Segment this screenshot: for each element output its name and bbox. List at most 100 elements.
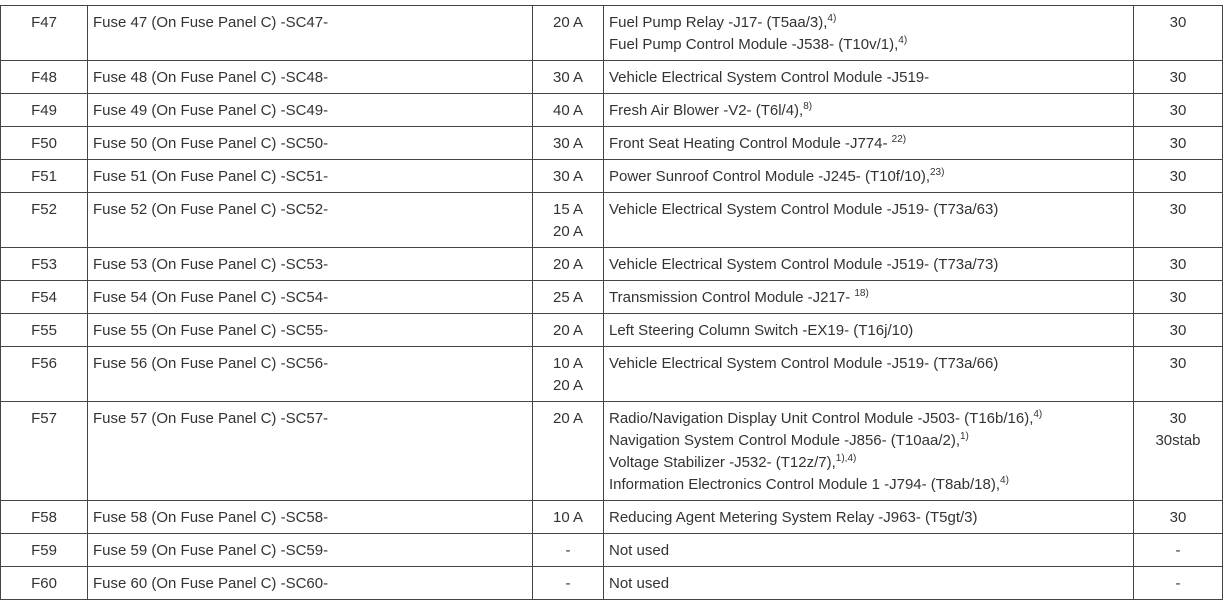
component-line: Front Seat Heating Control Module -J774-… (609, 133, 1128, 155)
amperage: - (565, 575, 571, 592)
terminal-cell: - (1133, 566, 1223, 600)
table-row: F49 Fuse 49 (On Fuse Panel C) -SC49- 40 A F… (0, 93, 1223, 127)
components-cell: Power Sunroof Control Module -J245- (T10… (603, 159, 1134, 193)
terminal: 30 (1169, 410, 1187, 427)
amperage: - (565, 542, 571, 559)
components-cell: Vehicle Electrical System Control Module… (603, 60, 1134, 94)
terminal: 30 (1169, 201, 1187, 218)
components-cell: Vehicle Electrical System Control Module… (603, 346, 1134, 402)
components-cell: Front Seat Heating Control Module -J774-… (603, 126, 1134, 160)
fuse-description: Fuse 57 (On Fuse Panel C) -SC57- (87, 401, 533, 501)
component-text: Reducing Agent Metering System Relay -J9… (609, 509, 978, 526)
amperage: 25 A (552, 289, 584, 306)
components-cell: Not used (603, 566, 1134, 600)
components-cell: Radio/Navigation Display Unit Control Mo… (603, 401, 1134, 501)
amperage-cell: - (532, 533, 604, 567)
component-text: Navigation System Control Module -J856- … (609, 432, 960, 449)
amperage: 15 A (552, 201, 584, 218)
footnote-ref: 4) (827, 13, 837, 24)
footnote-ref: 4) (1000, 475, 1009, 486)
component-text: Vehicle Electrical System Control Module… (609, 201, 999, 218)
component-line: Radio/Navigation Display Unit Control Mo… (609, 408, 1128, 430)
amperage-cell: 20 A (532, 5, 604, 61)
terminal: 30 (1169, 289, 1187, 306)
amperage-cell: - (532, 566, 604, 600)
component-text: Not used (609, 542, 670, 559)
terminal-cell: 30 (1133, 247, 1223, 281)
footnote-ref: 4) (898, 35, 908, 46)
amperage: 20 A (552, 322, 584, 339)
terminal-cell: 30 (1133, 500, 1223, 534)
component-line: Fuel Pump Control Module -J538- (T10v/1)… (609, 34, 1128, 56)
table-row: F47 Fuse 47 (On Fuse Panel C) -SC47- 20 A F… (0, 5, 1223, 61)
amperage-cell: 30 A (532, 126, 604, 160)
fuse-id: F49 (0, 93, 88, 127)
terminal-cell: 30 (1133, 126, 1223, 160)
table-row: F55 Fuse 55 (On Fuse Panel C) -SC55- 20 A L… (0, 313, 1223, 347)
components-cell: Vehicle Electrical System Control Module… (603, 247, 1134, 281)
amperage-cell: 30 A (532, 159, 604, 193)
table-row: F51 Fuse 51 (On Fuse Panel C) -SC51- 30 A P… (0, 159, 1223, 193)
component-line: Vehicle Electrical System Control Module… (609, 67, 1128, 89)
terminal: 30 (1169, 168, 1187, 185)
fuse-id: F55 (0, 313, 88, 347)
fuse-id: F50 (0, 126, 88, 160)
amperage: 20 A (552, 377, 584, 394)
footnote-ref: 1) (960, 431, 969, 442)
component-text: Fuel Pump Control Module -J538- (T10v/1)… (609, 36, 899, 53)
fuse-description: Fuse 47 (On Fuse Panel C) -SC47- (87, 5, 533, 61)
terminal-cell: 30 (1133, 313, 1223, 347)
amperage-cell: 20 A (532, 247, 604, 281)
component-text: Fresh Air Blower -V2- (T6l/4), (609, 102, 804, 119)
fuse-description: Fuse 48 (On Fuse Panel C) -SC48- (87, 60, 533, 94)
terminal: 30 (1169, 256, 1187, 273)
terminal-cell: 30 (1133, 192, 1223, 248)
amperage-cell: 10 A (532, 500, 604, 534)
components-cell: Transmission Control Module -J217- 18) (603, 280, 1134, 314)
fuse-description: Fuse 55 (On Fuse Panel C) -SC55- (87, 313, 533, 347)
terminal-cell: 30 30stab (1133, 401, 1223, 501)
footnote-ref: 22) (891, 134, 907, 145)
table-row: F54 Fuse 54 (On Fuse Panel C) -SC54- 25 A T… (0, 280, 1223, 314)
component-line: Vehicle Electrical System Control Module… (609, 353, 1128, 375)
amperage-cell: 30 A (532, 60, 604, 94)
footnote-ref: 18) (854, 288, 869, 299)
amperage-cell: 20 A (532, 313, 604, 347)
footnote-ref: 1),4) (835, 453, 857, 464)
component-text: Vehicle Electrical System Control Module… (609, 69, 930, 86)
footnote-ref: 23) (929, 167, 945, 178)
table-row: F48 Fuse 48 (On Fuse Panel C) -SC48- 30 A V… (0, 60, 1223, 94)
component-line: Left Steering Column Switch -EX19- (T16j… (609, 320, 1128, 342)
terminal: 30 (1169, 322, 1187, 339)
component-text: Vehicle Electrical System Control Module… (609, 256, 999, 273)
amperage: 20 A (552, 14, 584, 31)
terminal-cell: - (1133, 533, 1223, 567)
components-cell: Left Steering Column Switch -EX19- (T16j… (603, 313, 1134, 347)
table-row: F56 Fuse 56 (On Fuse Panel C) -SC56- 10 A 2… (0, 346, 1223, 402)
component-line: Information Electronics Control Module 1… (609, 474, 1128, 496)
component-text: Vehicle Electrical System Control Module… (609, 355, 999, 372)
fuse-id: F59 (0, 533, 88, 567)
component-line: Not used (609, 540, 1128, 562)
fuse-description: Fuse 51 (On Fuse Panel C) -SC51- (87, 159, 533, 193)
amperage: 20 A (552, 410, 584, 427)
terminal: - (1175, 575, 1181, 592)
component-line: Fresh Air Blower -V2- (T6l/4),8) (609, 100, 1128, 122)
fuse-description: Fuse 58 (On Fuse Panel C) -SC58- (87, 500, 533, 534)
amperage-cell: 25 A (532, 280, 604, 314)
fuse-description: Fuse 54 (On Fuse Panel C) -SC54- (87, 280, 533, 314)
table-row: F60 Fuse 60 (On Fuse Panel C) -SC60- - Not … (0, 566, 1223, 600)
component-text: Transmission Control Module -J217- (609, 289, 855, 306)
table-row: F58 Fuse 58 (On Fuse Panel C) -SC58- 10 A R… (0, 500, 1223, 534)
fuse-id: F52 (0, 192, 88, 248)
components-cell: Vehicle Electrical System Control Module… (603, 192, 1134, 248)
component-text: Information Electronics Control Module 1… (609, 476, 1001, 493)
amperage-cell: 40 A (532, 93, 604, 127)
component-line: Fuel Pump Relay -J17- (T5aa/3),4) (609, 12, 1128, 34)
terminal: 30 (1169, 509, 1187, 526)
terminal: - (1175, 542, 1181, 559)
terminal-cell: 30 (1133, 60, 1223, 94)
terminal: 30 (1169, 14, 1187, 31)
amperage-cell: 20 A (532, 401, 604, 501)
